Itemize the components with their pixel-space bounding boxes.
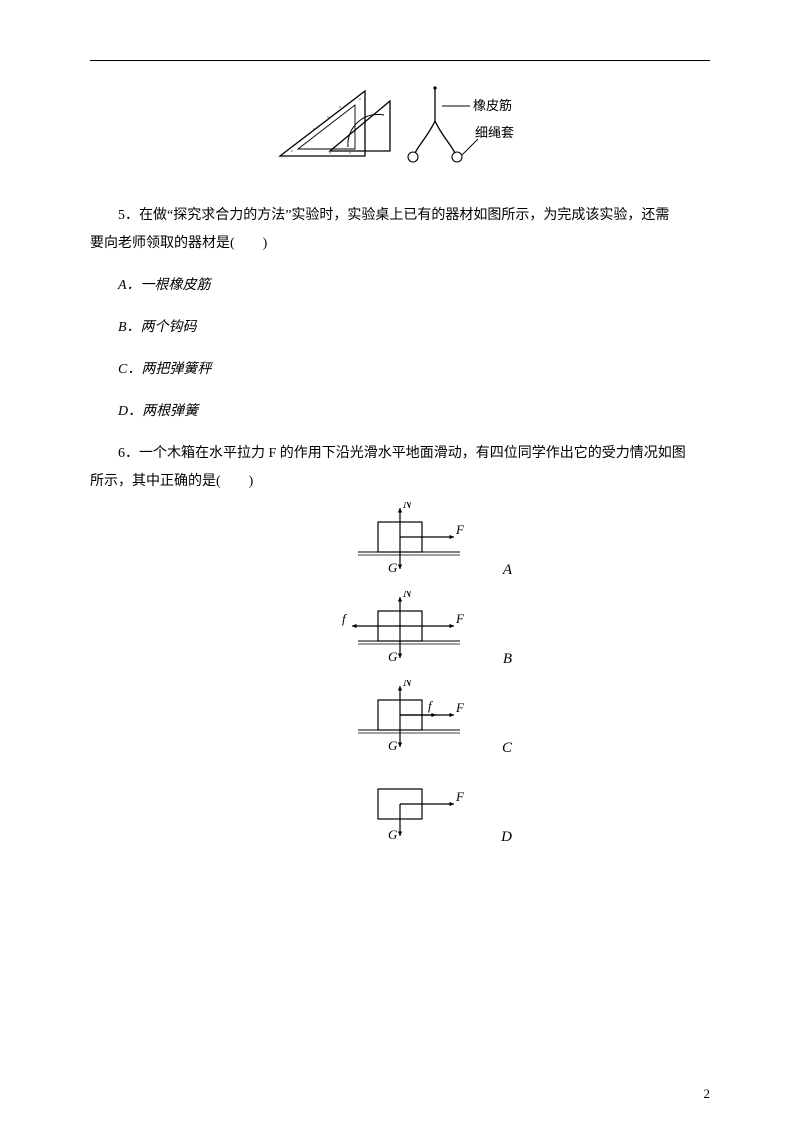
q5-optA: A．一根橡皮筋 xyxy=(118,278,211,293)
q5-stem-line2: 要向老师领取的器材是( ) xyxy=(90,230,710,258)
q5-optC: C．两把弹簧秤 xyxy=(118,362,211,377)
svg-text:f: f xyxy=(342,611,348,626)
q6-stem-line1: 6．一个木箱在水平拉力 F 的作用下沿光滑水平地面滑动，有四位同学作出它的受力情… xyxy=(90,440,710,468)
q6-diag-D: FG D xyxy=(310,769,490,852)
svg-text:N: N xyxy=(402,680,413,689)
fig-label-loop: 细绳套 xyxy=(475,125,514,140)
q5-stem-line1: 5．在做“探究求合力的方法”实验时，实验桌上已有的器材如图所示，为完成该实验，还… xyxy=(90,202,710,230)
q6-diag-A: FNG A xyxy=(310,502,490,585)
q5-optD: D．两根弹簧 xyxy=(118,404,198,419)
svg-text:F: F xyxy=(455,611,465,626)
svg-text:F: F xyxy=(455,522,465,537)
svg-text:N: N xyxy=(402,591,413,600)
q6-label-A: A xyxy=(503,562,512,579)
q6-stem-line2: 所示，其中正确的是( ) xyxy=(90,468,710,496)
q6-label-B: B xyxy=(503,651,512,668)
svg-text:F: F xyxy=(455,789,465,804)
q6-diagrams: F N G A F N Gf B F N Gf C F G D xyxy=(90,502,710,852)
svg-text:N: N xyxy=(402,502,413,511)
top-rule xyxy=(90,60,710,61)
q6-label-C: C xyxy=(502,740,512,757)
page-number: 2 xyxy=(704,1086,711,1102)
q6-diag-B: FNGf B xyxy=(310,591,490,674)
svg-text:G: G xyxy=(388,738,398,753)
fig-label-rubber: 橡皮筋 xyxy=(473,98,512,113)
q6-label-D: D xyxy=(501,829,512,846)
svg-text:F: F xyxy=(455,700,465,715)
svg-text:G: G xyxy=(388,827,398,842)
q5-figure: 橡皮筋 细绳套 xyxy=(90,81,710,186)
svg-text:G: G xyxy=(388,649,398,664)
q6-diag-C: FNGf C xyxy=(310,680,490,763)
svg-text:G: G xyxy=(388,560,398,575)
svg-text:f: f xyxy=(428,698,434,713)
q5-optB: B．两个钩码 xyxy=(118,320,197,335)
